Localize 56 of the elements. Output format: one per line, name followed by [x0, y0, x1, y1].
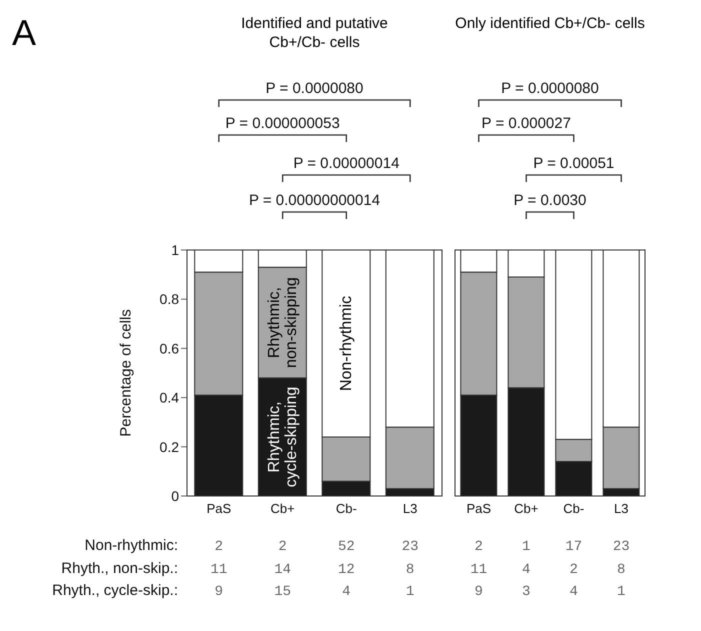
text: P = 0.000027: [482, 115, 571, 132]
text: P = 0.0000080: [501, 80, 599, 97]
text: Rhyth., cycle-skip.:: [52, 582, 178, 599]
x-tick-label: Cb+: [514, 501, 538, 516]
text: 1: [522, 539, 530, 555]
text: 9: [214, 584, 224, 600]
text: 17: [565, 539, 582, 555]
text: 12: [338, 562, 355, 578]
text: 8: [617, 562, 626, 578]
text: P = 0.0000080: [266, 80, 364, 97]
y-tick-label: 0.8: [160, 291, 180, 308]
x-tick-label: Cb-: [336, 501, 357, 516]
text: 3: [522, 584, 530, 600]
text: 52: [338, 539, 355, 555]
text: 2: [278, 539, 287, 555]
x-tick-label: L3: [402, 501, 418, 516]
text: Non-rhythmic:: [84, 537, 178, 554]
text: 4: [522, 562, 530, 578]
y-tick-label: 0: [171, 488, 180, 504]
x-tick-label: Cb-: [563, 501, 584, 516]
y-axis-title: Percentage of cells: [117, 309, 134, 437]
text: Rhyth., non-skip.:: [61, 560, 178, 577]
x-tick-label: Cb+: [270, 501, 295, 516]
text: 14: [274, 562, 292, 578]
text: 4: [342, 584, 351, 600]
series-label: Rhythmic, non-skipping: [266, 277, 300, 368]
text: 1: [406, 584, 414, 600]
chart-title: Only identified Cb+/Cb- cells: [455, 14, 645, 33]
text: 4: [570, 584, 578, 600]
text: P = 0.000000053: [225, 115, 340, 132]
series-label: Rhythmic, cycle-skipping: [266, 386, 300, 488]
text: 2: [214, 539, 224, 555]
x-tick-label: L3: [614, 501, 628, 516]
y-tick-label: 0.2: [160, 438, 180, 455]
text: P = 0.00051: [533, 155, 614, 172]
text: 8: [406, 562, 414, 578]
text: 2: [474, 539, 483, 555]
y-tick-label: 0.6: [160, 340, 180, 356]
text: P = 0.00000000014: [248, 192, 380, 209]
text: 2: [570, 562, 578, 578]
series-label: Non-rhythmic: [338, 296, 356, 392]
text: 23: [612, 539, 630, 555]
text: P = 0.0030: [514, 192, 586, 209]
chart-title: Identified and putative Cb+/Cb- cells: [240, 14, 389, 52]
text: P = 0.00000014: [293, 155, 400, 172]
text: 11: [210, 562, 228, 578]
x-tick-label: PaS: [466, 501, 492, 516]
y-tick-label: 1: [171, 242, 180, 258]
text: A: [12, 12, 36, 54]
text: 15: [274, 584, 292, 600]
text: 23: [402, 539, 419, 555]
text: 11: [470, 562, 488, 578]
y-tick-label: 0.4: [160, 390, 180, 406]
x-tick-label: PaS: [206, 501, 232, 516]
text: 1: [617, 584, 626, 600]
text: 9: [474, 584, 483, 600]
